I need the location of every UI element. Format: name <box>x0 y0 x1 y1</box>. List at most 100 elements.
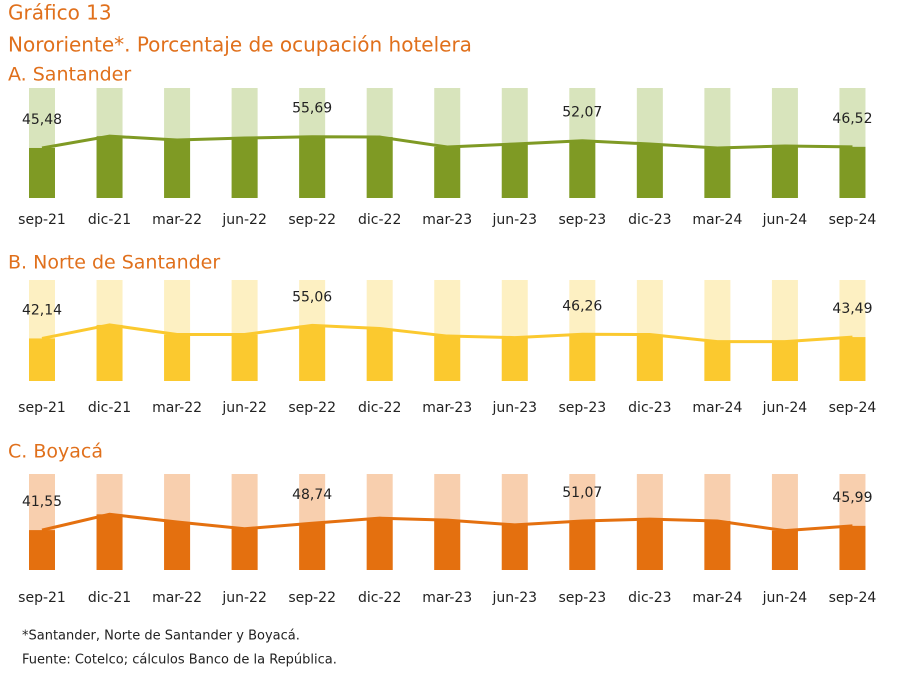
x-tick-label: mar-22 <box>152 400 202 416</box>
bar <box>636 519 663 570</box>
x-tick-label: sep-23 <box>558 590 606 606</box>
bar <box>636 143 663 198</box>
bar <box>771 341 798 381</box>
data-label: 51,07 <box>562 485 602 501</box>
x-tick-label: dic-23 <box>628 212 671 228</box>
bar <box>96 514 123 570</box>
page-subtitle: Nororiente*. Porcentaje de ocupación hot… <box>8 33 472 57</box>
x-tick-label: sep-23 <box>558 212 606 228</box>
bar <box>29 338 55 381</box>
x-tick-label: mar-22 <box>152 212 202 228</box>
footnote: *Santander, Norte de Santander y Boyacá. <box>22 629 300 644</box>
bar <box>164 522 191 570</box>
bar <box>96 136 123 198</box>
x-tick-label: sep-22 <box>288 590 336 606</box>
x-tick-label: jun-23 <box>492 400 538 416</box>
x-tick-label: sep-21 <box>18 590 66 606</box>
data-label: 45,99 <box>832 490 872 506</box>
x-tick-label: sep-23 <box>558 400 606 416</box>
line <box>41 512 853 533</box>
bar <box>366 328 393 381</box>
x-tick-label: dic-23 <box>628 590 671 606</box>
data-label: 55,06 <box>292 289 332 305</box>
bar <box>434 520 461 570</box>
bar <box>501 143 528 198</box>
bar <box>704 147 731 198</box>
data-label: 46,26 <box>562 298 602 314</box>
x-tick-label: dic-22 <box>358 400 401 416</box>
x-tick-label: sep-22 <box>288 400 336 416</box>
bar <box>299 136 326 198</box>
bar <box>569 334 596 381</box>
bar <box>29 530 55 570</box>
bar <box>434 336 461 381</box>
bar <box>501 524 528 570</box>
x-tick-label: mar-23 <box>422 212 472 228</box>
bar <box>164 140 191 198</box>
bar <box>231 138 258 198</box>
page-title: Gráfico 13 <box>8 1 112 25</box>
data-label: 45,48 <box>22 112 62 128</box>
x-tick-label: jun-23 <box>492 590 538 606</box>
bar <box>366 137 393 198</box>
bar <box>839 337 866 381</box>
panel-title: A. Santander <box>8 64 131 86</box>
x-tick-label: dic-23 <box>628 400 671 416</box>
source-note: Fuente: Cotelco; cálculos Banco de la Re… <box>22 653 337 668</box>
x-tick-label: dic-21 <box>88 590 131 606</box>
data-label: 41,55 <box>22 494 62 510</box>
panel-title: C. Boyacá <box>8 441 103 463</box>
x-tick-label: sep-21 <box>18 212 66 228</box>
x-tick-label: mar-23 <box>422 590 472 606</box>
x-tick-label: mar-24 <box>692 590 742 606</box>
data-label: 52,07 <box>562 105 602 121</box>
data-label: 43,49 <box>832 301 872 317</box>
x-tick-label: mar-24 <box>692 400 742 416</box>
data-label: 48,74 <box>292 487 332 503</box>
bar <box>299 523 326 570</box>
bar <box>771 530 798 570</box>
bar <box>704 341 731 381</box>
bar <box>501 337 528 381</box>
data-label: 46,52 <box>832 111 872 127</box>
bar <box>569 520 596 570</box>
bar <box>231 334 258 381</box>
bar <box>299 325 326 381</box>
x-tick-label: mar-23 <box>422 400 472 416</box>
bar <box>771 145 798 198</box>
line <box>41 134 853 150</box>
x-tick-label: jun-24 <box>762 590 808 606</box>
bar <box>569 140 596 198</box>
x-tick-label: jun-23 <box>492 212 538 228</box>
panel-title: B. Norte de Santander <box>8 252 220 274</box>
bar <box>164 334 191 381</box>
bar <box>96 324 123 381</box>
bar <box>636 334 663 381</box>
x-tick-label: sep-24 <box>829 400 877 416</box>
x-tick-label: dic-21 <box>88 400 131 416</box>
bar <box>231 528 258 570</box>
x-tick-label: mar-22 <box>152 590 202 606</box>
x-tick-label: dic-22 <box>358 212 401 228</box>
bar <box>839 146 866 198</box>
x-tick-label: mar-24 <box>692 212 742 228</box>
x-tick-label: jun-22 <box>221 400 267 416</box>
x-tick-label: dic-21 <box>88 212 131 228</box>
x-tick-label: jun-24 <box>762 212 808 228</box>
data-label: 42,14 <box>22 302 62 318</box>
bar <box>839 525 866 570</box>
x-tick-label: sep-24 <box>829 212 877 228</box>
x-tick-label: jun-22 <box>221 212 267 228</box>
bar <box>29 147 55 198</box>
x-tick-label: jun-22 <box>221 590 267 606</box>
x-tick-label: sep-22 <box>288 212 336 228</box>
x-tick-label: dic-22 <box>358 590 401 606</box>
line <box>41 323 853 344</box>
x-tick-label: sep-21 <box>18 400 66 416</box>
bar <box>704 521 731 570</box>
x-tick-label: jun-24 <box>762 400 808 416</box>
x-tick-label: sep-24 <box>829 590 877 606</box>
data-label: 55,69 <box>292 101 332 117</box>
bar <box>434 146 461 198</box>
